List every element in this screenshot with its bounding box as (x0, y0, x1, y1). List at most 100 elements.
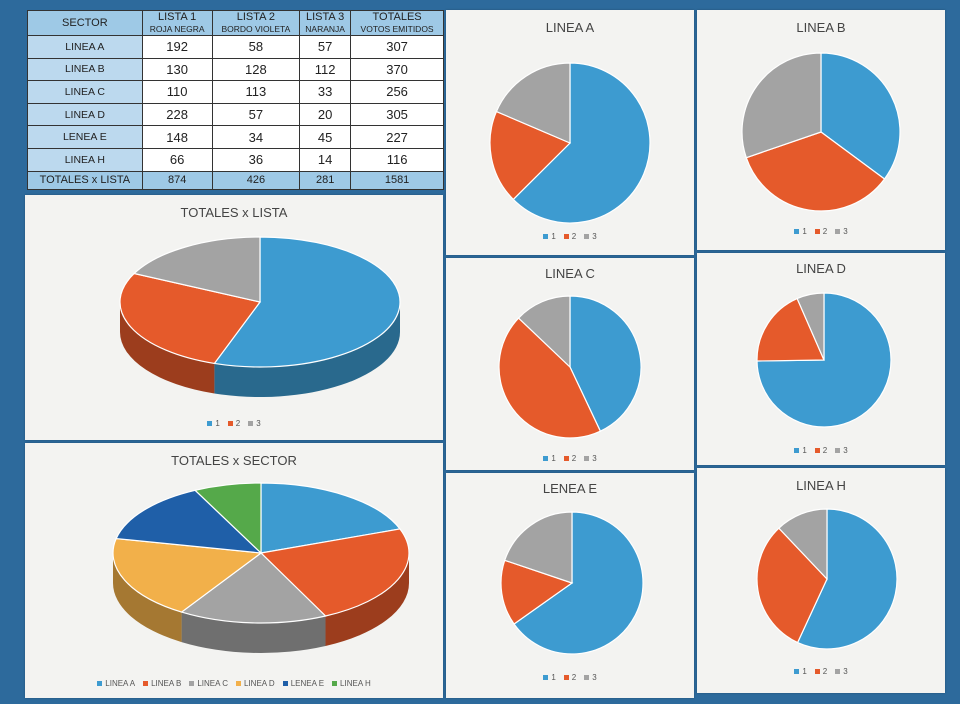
header-label: SECTOR (62, 17, 108, 29)
pie-slice-1 (513, 511, 644, 655)
table-row: LINEA C 110 113 33 256 (27, 80, 444, 104)
chart-legend: 1 2 3 (25, 419, 443, 428)
header-sublabel: BORDO VIOLETA (221, 24, 291, 34)
legend-label: 2 (822, 667, 828, 676)
table-cell: 1581 (350, 170, 444, 191)
chart-title: LINEA H (796, 478, 846, 493)
table-row: LINEA B 130 128 112 370 (27, 57, 444, 82)
table-cell: 33 (299, 80, 352, 104)
chart-panel-totales-lista: TOTALES x LISTA 1 2 3 (25, 195, 443, 440)
legend-swatch (143, 681, 149, 687)
legend-swatch (584, 234, 590, 240)
table-cell: 130 (141, 57, 213, 82)
chart-legend: LINEA A LINEA B LINEA C LINEA D LENEA E LINEA… (25, 679, 443, 688)
pie-chart (112, 482, 410, 653)
table-cell: 128 (211, 57, 301, 82)
pie-slice-2 (756, 297, 825, 362)
legend-swatch (814, 229, 820, 235)
table-cell: 370 (350, 57, 444, 82)
legend-swatch (794, 448, 800, 454)
legend-item: 3 (584, 673, 597, 682)
chart-panel-linea-a: LINEA A 1 2 3 (446, 10, 694, 255)
pie-slice-side-linea-d (113, 553, 182, 643)
header-totales: TOTALES VOTOS EMITIDOS (350, 10, 444, 36)
legend-item: 2 (563, 232, 577, 241)
legend-label: 1 (551, 232, 556, 241)
legend-swatch (794, 229, 800, 235)
legend-item: 1 (543, 232, 556, 241)
legend-item: 1 (207, 419, 220, 428)
legend-label: LENEA E (290, 679, 325, 688)
legend-swatch (835, 229, 841, 235)
legend-label: 3 (843, 446, 848, 455)
legend-item: LINEA A (97, 679, 135, 688)
table-cell: 66 (141, 147, 213, 172)
legend-label: 2 (571, 232, 577, 241)
pie-slice-linea-c (180, 552, 327, 624)
pie-slice-1 (820, 52, 901, 180)
legend-swatch (236, 681, 241, 687)
header-sublabel: ROJA NEGRA (149, 24, 205, 34)
chart-panel-lenea-e: LENEA E 1 2 3 (446, 473, 694, 698)
pie-slice-1 (213, 236, 401, 368)
legend-swatch (563, 456, 569, 462)
table-cell: 57 (299, 35, 352, 59)
pie-slice-linea-a (260, 482, 402, 554)
legend-swatch (814, 448, 820, 454)
legend-item: LINEA D (236, 679, 275, 688)
table-cell: TOTALES x LISTA (27, 170, 143, 191)
chart-title: LINEA C (545, 266, 595, 281)
pie-slice-linea-h (193, 482, 262, 555)
pie-slice-side-linea-b (325, 553, 410, 646)
legend-label: 1 (802, 667, 807, 676)
legend-swatch (563, 234, 569, 240)
header-sublabel: NARANJA (305, 24, 345, 34)
table-cell: LINEA B (27, 57, 143, 82)
pie-slice-3 (503, 511, 573, 584)
table-cell: 305 (350, 102, 444, 127)
pie-slice-1 (569, 295, 642, 432)
legend-label: 3 (592, 673, 597, 682)
header-label: LISTA 1 (157, 11, 197, 23)
legend-swatch (543, 456, 549, 462)
table-cell: 14 (299, 147, 352, 172)
pie-slice-side-2 (120, 302, 215, 394)
chart-legend: 1 2 3 (697, 227, 945, 236)
pie-slice-3 (796, 292, 825, 361)
pie-slice-3 (517, 295, 571, 369)
table-cell: 113 (211, 80, 301, 104)
legend-item: 2 (814, 446, 827, 455)
table-cell: 34 (211, 125, 301, 149)
pie-slice-linea-b (259, 528, 410, 617)
table-cell: 192 (141, 35, 213, 59)
legend-item: 1 (794, 446, 807, 455)
pie-slice-1 (756, 292, 892, 428)
table-total-row: TOTALES x LISTA 874 426 281 1581 (27, 170, 444, 191)
legend-label: 2 (822, 227, 828, 236)
table-cell: 874 (141, 170, 213, 191)
legend-item: LINEA B (143, 679, 181, 688)
legend-label: LINEA D (244, 679, 275, 688)
legend-swatch (207, 421, 213, 427)
legend-item: 1 (794, 227, 807, 236)
header-label: TOTALES (372, 11, 422, 23)
legend-label: 1 (802, 446, 807, 455)
legend-item: LINEA H (332, 679, 371, 688)
legend-swatch (543, 675, 549, 681)
legend-label: 3 (843, 227, 848, 236)
header-label: LISTA 2 (236, 11, 276, 23)
chart-panel-totales-sector: TOTALES x SECTOR LINEA A LINEA B LINEA C LI… (25, 443, 443, 698)
legend-swatch (563, 675, 569, 681)
header-sector: SECTOR (27, 10, 143, 36)
chart-title: LINEA B (796, 20, 846, 35)
legend-label: 3 (592, 454, 597, 463)
table-row: LINEA A 192 58 57 307 (27, 35, 444, 59)
chart-legend: 1 2 3 (697, 446, 945, 455)
pie-slice-2 (498, 317, 602, 439)
pie-slice-3 (778, 508, 828, 581)
chart-panel-linea-c: LINEA C 1 2 3 (446, 258, 694, 470)
votes-table: SECTOR LISTA 1 ROJA NEGRA LISTA 2 BORDO VI… (27, 10, 444, 191)
table-cell: 20 (299, 102, 352, 127)
chart-title: LINEA A (545, 20, 595, 35)
chart-panel-linea-h: LINEA H 1 2 3 (697, 468, 945, 693)
